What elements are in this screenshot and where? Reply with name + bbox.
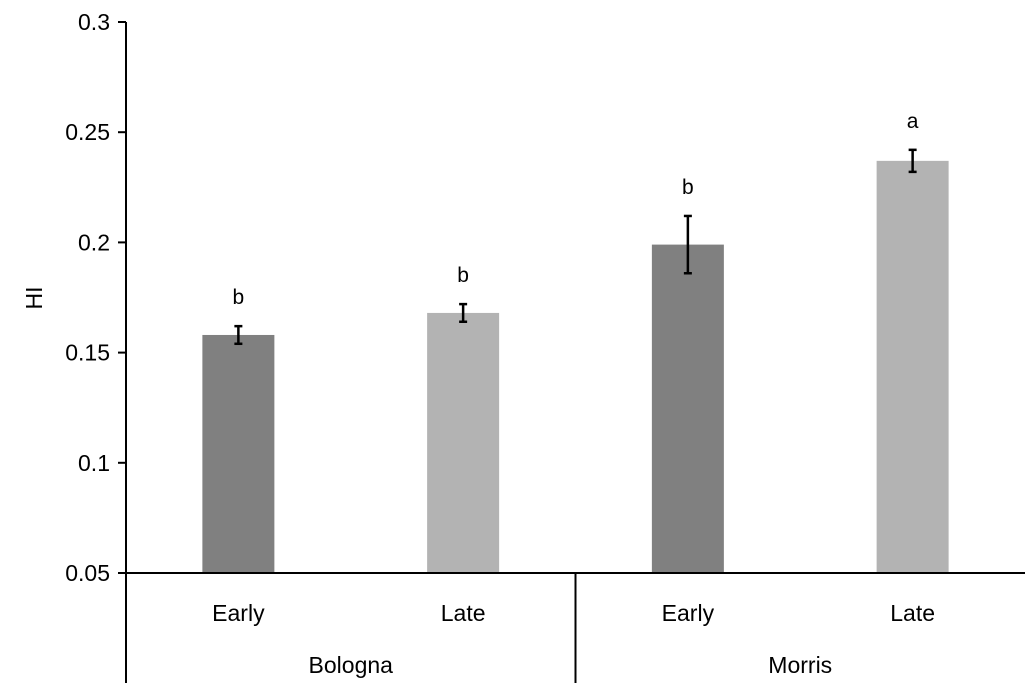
- bar-early: [202, 334, 275, 573]
- y-tick-label: 0.25: [65, 119, 110, 145]
- y-tick-label: 0.05: [65, 560, 110, 586]
- y-tick-label: 0.15: [65, 340, 110, 366]
- x-category-label: Late: [441, 600, 486, 626]
- x-category-label: Early: [212, 600, 265, 626]
- y-tick-label: 0.3: [78, 9, 110, 35]
- error-bar: [683, 214, 692, 275]
- y-tick-label: 0.2: [78, 229, 110, 255]
- x-axis: Early Late Early Late Bologna Morris: [126, 572, 1025, 683]
- x-category-label: Late: [890, 600, 935, 626]
- significance-label: b: [682, 176, 694, 199]
- error-bar: [459, 302, 468, 323]
- significance-label: a: [907, 110, 919, 133]
- bar-early: [651, 244, 724, 573]
- bar-late: [427, 312, 500, 573]
- y-axis-title: HI: [21, 287, 47, 310]
- error-bar: [234, 324, 243, 346]
- y-tick-label: 0.1: [78, 450, 110, 476]
- error-bar: [908, 148, 917, 174]
- x-group-label: Morris: [768, 652, 832, 678]
- bar-late: [876, 160, 949, 574]
- significance-label: b: [233, 286, 245, 309]
- y-axis: 0.05 0.1 0.15 0.2 0.25 0.3: [65, 9, 127, 683]
- x-category-label: Early: [662, 600, 715, 626]
- x-group-label: Bologna: [309, 652, 394, 678]
- significance-label: b: [457, 264, 469, 287]
- bars: b b b a: [202, 110, 949, 574]
